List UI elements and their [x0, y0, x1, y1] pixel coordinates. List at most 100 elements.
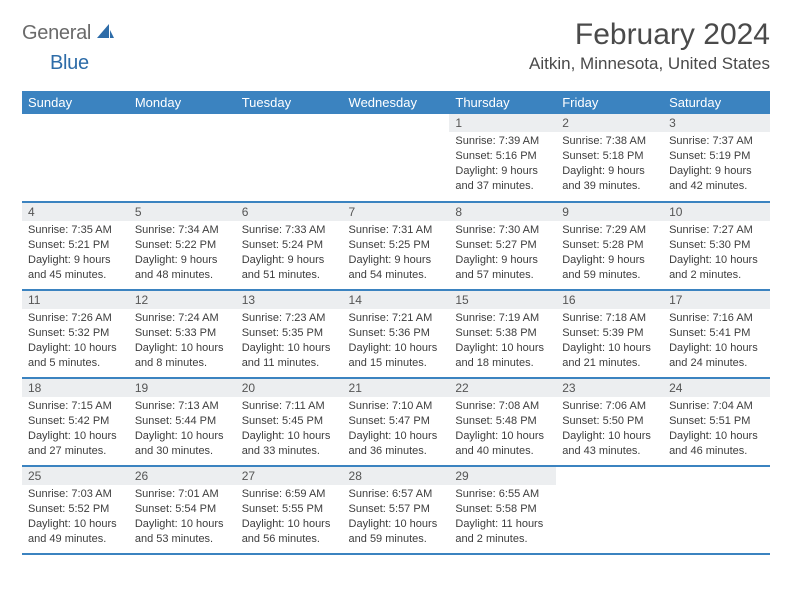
day-number: 13 [236, 291, 343, 309]
sunrise: Sunrise: 7:24 AM [135, 311, 230, 326]
day-info: Sunrise: 7:33 AMSunset: 5:24 PMDaylight:… [236, 221, 343, 286]
day-info: Sunrise: 7:08 AMSunset: 5:48 PMDaylight:… [449, 397, 556, 462]
daylight: Daylight: 10 hours and 56 minutes. [242, 517, 337, 547]
day-info: Sunrise: 7:01 AMSunset: 5:54 PMDaylight:… [129, 485, 236, 550]
sunset: Sunset: 5:58 PM [455, 502, 550, 517]
sunset: Sunset: 5:27 PM [455, 238, 550, 253]
calendar-body: 1Sunrise: 7:39 AMSunset: 5:16 PMDaylight… [22, 114, 770, 554]
sunset: Sunset: 5:57 PM [349, 502, 444, 517]
day-info: Sunrise: 6:57 AMSunset: 5:57 PMDaylight:… [343, 485, 450, 550]
day-header: Wednesday [343, 91, 450, 114]
sunset: Sunset: 5:35 PM [242, 326, 337, 341]
sunrise: Sunrise: 7:29 AM [562, 223, 657, 238]
sunrise: Sunrise: 7:04 AM [669, 399, 764, 414]
sunrise: Sunrise: 7:01 AM [135, 487, 230, 502]
day-header: Thursday [449, 91, 556, 114]
sunset: Sunset: 5:22 PM [135, 238, 230, 253]
day-number: 24 [663, 379, 770, 397]
sunrise: Sunrise: 7:31 AM [349, 223, 444, 238]
sunset: Sunset: 5:44 PM [135, 414, 230, 429]
sunrise: Sunrise: 7:38 AM [562, 134, 657, 149]
calendar-day [663, 466, 770, 554]
day-number: 1 [449, 114, 556, 132]
day-number: 10 [663, 203, 770, 221]
day-info: Sunrise: 6:55 AMSunset: 5:58 PMDaylight:… [449, 485, 556, 550]
calendar-week: 1Sunrise: 7:39 AMSunset: 5:16 PMDaylight… [22, 114, 770, 202]
calendar-day: 15Sunrise: 7:19 AMSunset: 5:38 PMDayligh… [449, 290, 556, 378]
day-info: Sunrise: 7:27 AMSunset: 5:30 PMDaylight:… [663, 221, 770, 286]
calendar-day: 27Sunrise: 6:59 AMSunset: 5:55 PMDayligh… [236, 466, 343, 554]
calendar-day: 2Sunrise: 7:38 AMSunset: 5:18 PMDaylight… [556, 114, 663, 202]
sunrise: Sunrise: 7:13 AM [135, 399, 230, 414]
sunset: Sunset: 5:55 PM [242, 502, 337, 517]
daylight: Daylight: 11 hours and 2 minutes. [455, 517, 550, 547]
day-header: Sunday [22, 91, 129, 114]
sunrise: Sunrise: 7:33 AM [242, 223, 337, 238]
daylight: Daylight: 9 hours and 59 minutes. [562, 253, 657, 283]
day-number: 19 [129, 379, 236, 397]
sunset: Sunset: 5:18 PM [562, 149, 657, 164]
sunset: Sunset: 5:50 PM [562, 414, 657, 429]
day-number: 26 [129, 467, 236, 485]
day-info: Sunrise: 7:38 AMSunset: 5:18 PMDaylight:… [556, 132, 663, 197]
calendar-day [556, 466, 663, 554]
calendar-day: 26Sunrise: 7:01 AMSunset: 5:54 PMDayligh… [129, 466, 236, 554]
daylight: Daylight: 10 hours and 59 minutes. [349, 517, 444, 547]
calendar-day: 29Sunrise: 6:55 AMSunset: 5:58 PMDayligh… [449, 466, 556, 554]
sunrise: Sunrise: 7:16 AM [669, 311, 764, 326]
daylight: Daylight: 10 hours and 21 minutes. [562, 341, 657, 371]
calendar-day [236, 114, 343, 202]
sunrise: Sunrise: 7:34 AM [135, 223, 230, 238]
calendar-week: 25Sunrise: 7:03 AMSunset: 5:52 PMDayligh… [22, 466, 770, 554]
day-info: Sunrise: 7:24 AMSunset: 5:33 PMDaylight:… [129, 309, 236, 374]
daylight: Daylight: 10 hours and 43 minutes. [562, 429, 657, 459]
day-info: Sunrise: 7:29 AMSunset: 5:28 PMDaylight:… [556, 221, 663, 286]
day-info: Sunrise: 7:39 AMSunset: 5:16 PMDaylight:… [449, 132, 556, 197]
sunset: Sunset: 5:54 PM [135, 502, 230, 517]
sunrise: Sunrise: 7:21 AM [349, 311, 444, 326]
daylight: Daylight: 10 hours and 46 minutes. [669, 429, 764, 459]
day-number: 20 [236, 379, 343, 397]
daylight: Daylight: 10 hours and 40 minutes. [455, 429, 550, 459]
day-info: Sunrise: 7:35 AMSunset: 5:21 PMDaylight:… [22, 221, 129, 286]
day-number: 15 [449, 291, 556, 309]
sunset: Sunset: 5:16 PM [455, 149, 550, 164]
day-number: 7 [343, 203, 450, 221]
day-number: 5 [129, 203, 236, 221]
day-info: Sunrise: 7:04 AMSunset: 5:51 PMDaylight:… [663, 397, 770, 462]
day-info: Sunrise: 7:11 AMSunset: 5:45 PMDaylight:… [236, 397, 343, 462]
calendar-day: 17Sunrise: 7:16 AMSunset: 5:41 PMDayligh… [663, 290, 770, 378]
day-header: Monday [129, 91, 236, 114]
daylight: Daylight: 9 hours and 51 minutes. [242, 253, 337, 283]
day-header: Friday [556, 91, 663, 114]
calendar-day: 25Sunrise: 7:03 AMSunset: 5:52 PMDayligh… [22, 466, 129, 554]
sunset: Sunset: 5:24 PM [242, 238, 337, 253]
sunset: Sunset: 5:32 PM [28, 326, 123, 341]
sunset: Sunset: 5:51 PM [669, 414, 764, 429]
sunrise: Sunrise: 6:59 AM [242, 487, 337, 502]
day-number: 17 [663, 291, 770, 309]
calendar-day: 6Sunrise: 7:33 AMSunset: 5:24 PMDaylight… [236, 202, 343, 290]
sunrise: Sunrise: 6:55 AM [455, 487, 550, 502]
sunrise: Sunrise: 7:18 AM [562, 311, 657, 326]
day-info: Sunrise: 7:16 AMSunset: 5:41 PMDaylight:… [663, 309, 770, 374]
day-number: 21 [343, 379, 450, 397]
day-number: 6 [236, 203, 343, 221]
sunrise: Sunrise: 7:27 AM [669, 223, 764, 238]
calendar-day: 22Sunrise: 7:08 AMSunset: 5:48 PMDayligh… [449, 378, 556, 466]
calendar-head: SundayMondayTuesdayWednesdayThursdayFrid… [22, 91, 770, 114]
day-info: Sunrise: 7:34 AMSunset: 5:22 PMDaylight:… [129, 221, 236, 286]
location: Aitkin, Minnesota, United States [529, 54, 770, 74]
daylight: Daylight: 10 hours and 27 minutes. [28, 429, 123, 459]
calendar-day: 9Sunrise: 7:29 AMSunset: 5:28 PMDaylight… [556, 202, 663, 290]
daylight: Daylight: 10 hours and 24 minutes. [669, 341, 764, 371]
sunset: Sunset: 5:39 PM [562, 326, 657, 341]
calendar-day: 16Sunrise: 7:18 AMSunset: 5:39 PMDayligh… [556, 290, 663, 378]
daylight: Daylight: 9 hours and 45 minutes. [28, 253, 123, 283]
sunset: Sunset: 5:21 PM [28, 238, 123, 253]
day-info: Sunrise: 7:30 AMSunset: 5:27 PMDaylight:… [449, 221, 556, 286]
calendar-day: 4Sunrise: 7:35 AMSunset: 5:21 PMDaylight… [22, 202, 129, 290]
calendar-day: 8Sunrise: 7:30 AMSunset: 5:27 PMDaylight… [449, 202, 556, 290]
title-block: February 2024 Aitkin, Minnesota, United … [529, 18, 770, 74]
calendar-week: 18Sunrise: 7:15 AMSunset: 5:42 PMDayligh… [22, 378, 770, 466]
